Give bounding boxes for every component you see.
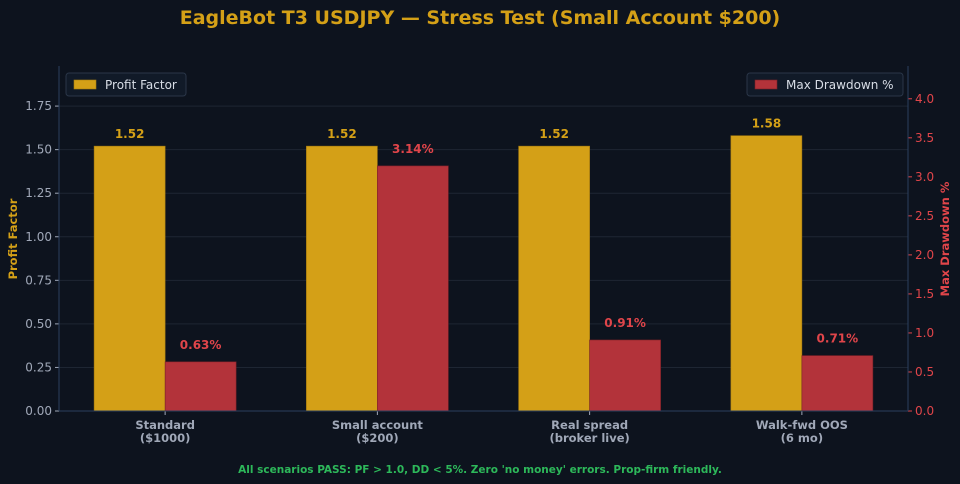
legend-frame <box>746 72 904 97</box>
bar-max-drawdown <box>377 165 449 412</box>
bar-value-label: 1.52 <box>539 127 569 141</box>
bar-max-drawdown <box>589 339 661 412</box>
bar-profit-factor <box>306 145 378 412</box>
bar-profit-factor <box>518 145 590 412</box>
y2-tick-label: 1.5 <box>915 287 934 301</box>
bar-max-drawdown <box>801 355 874 412</box>
y2-tick-label: 0.5 <box>915 365 934 379</box>
y2-tick-label: 4.0 <box>915 92 934 106</box>
y2-tick-label: 0.0 <box>915 404 934 418</box>
x-tick-label: ($1000) <box>140 431 191 445</box>
legend-swatch <box>73 79 97 90</box>
y-tick-label: 0.25 <box>25 360 52 374</box>
x-tick-label: Walk-fwd OOS <box>756 418 848 432</box>
x-tick-label: (6 mo) <box>781 431 823 445</box>
y-tick-label: 1.75 <box>25 99 52 113</box>
chart-footer: All scenarios PASS: PF > 1.0, DD < 5%. Z… <box>238 464 722 476</box>
x-tick-label: Real spread <box>551 418 628 432</box>
y-tick-label: 1.50 <box>25 143 52 157</box>
y2-tick-label: 3.0 <box>915 170 934 184</box>
y2-tick-label: 2.0 <box>915 248 934 262</box>
bar-max-drawdown <box>164 361 237 412</box>
legend-max-drawdown: Max Drawdown % <box>746 72 904 97</box>
y-tick-label: 0.00 <box>25 404 52 418</box>
bar-value-label: 0.63% <box>180 338 222 352</box>
legend-label: Profit Factor <box>105 78 177 92</box>
bar-profit-factor <box>730 135 803 412</box>
x-tick-label: (broker live) <box>549 431 629 445</box>
bar-profit-factor <box>93 145 166 412</box>
y2-tick-label: 1.0 <box>915 326 934 340</box>
legend-profit-factor: Profit Factor <box>65 72 187 97</box>
y-tick-label: 0.50 <box>25 317 52 331</box>
x-tick-label: Standard <box>135 418 195 432</box>
y-axis-title-right: Max Drawdown % <box>938 181 952 296</box>
bar-value-label: 0.91% <box>604 316 646 330</box>
y-tick-label: 1.00 <box>25 230 52 244</box>
bar-value-label: 0.71% <box>817 332 859 346</box>
legend-label: Max Drawdown % <box>786 78 894 92</box>
y-tick-label: 1.25 <box>25 186 52 200</box>
x-tick-label: ($200) <box>356 431 399 445</box>
chart-title: EagleBot T3 USDJPY — Stress Test (Small … <box>180 7 781 29</box>
bar-value-label: 1.52 <box>115 127 145 141</box>
plot-layer: 0.00 0.25 0.50 0.75 1.00 1.25 1.50 1.75 0.0 0.5 1.… <box>25 66 934 445</box>
bar-value-label: 1.52 <box>327 127 357 141</box>
y2-tick-label: 3.5 <box>915 131 934 145</box>
legend-swatch <box>754 79 778 90</box>
bar-value-label: 3.14% <box>392 142 434 156</box>
y-axis-title-left: Profit Factor <box>6 198 20 279</box>
bar-value-label: 1.58 <box>752 117 782 131</box>
legend-frame <box>65 72 187 97</box>
y-tick-label: 0.75 <box>25 273 52 287</box>
x-tick-label: Small account <box>332 418 424 432</box>
y2-tick-label: 2.5 <box>915 209 934 223</box>
